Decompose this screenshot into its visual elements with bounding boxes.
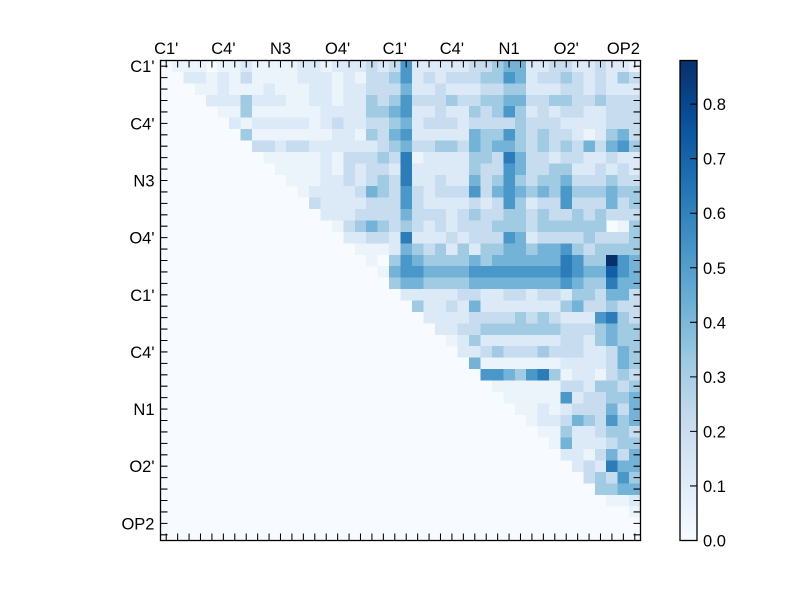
svg-text:0.4: 0.4 [703, 314, 726, 332]
svg-text:0.0: 0.0 [703, 533, 726, 551]
svg-text:N3: N3 [133, 173, 154, 191]
svg-text:C1': C1' [154, 40, 178, 58]
svg-text:O4': O4' [325, 40, 350, 58]
svg-text:C4': C4' [130, 344, 154, 362]
svg-text:0.3: 0.3 [703, 369, 726, 387]
svg-text:C4': C4' [130, 115, 154, 133]
svg-text:0.1: 0.1 [703, 478, 726, 496]
svg-text:O4': O4' [129, 230, 154, 248]
svg-text:C4': C4' [211, 40, 235, 58]
svg-text:O2': O2' [129, 458, 154, 476]
svg-text:0.8: 0.8 [703, 96, 726, 114]
svg-text:0.5: 0.5 [703, 260, 726, 278]
svg-text:0.6: 0.6 [703, 205, 726, 223]
svg-text:O2': O2' [554, 40, 579, 58]
svg-text:0.2: 0.2 [703, 423, 726, 441]
svg-text:C1': C1' [130, 287, 154, 305]
svg-text:C1': C1' [383, 40, 407, 58]
svg-text:C1': C1' [130, 58, 154, 76]
svg-text:C4': C4' [440, 40, 464, 58]
svg-text:N1: N1 [133, 401, 154, 419]
svg-text:OP2: OP2 [607, 40, 640, 58]
svg-text:OP2: OP2 [121, 515, 154, 533]
svg-text:N1: N1 [499, 40, 520, 58]
svg-text:N3: N3 [270, 40, 291, 58]
svg-text:0.7: 0.7 [703, 151, 726, 169]
